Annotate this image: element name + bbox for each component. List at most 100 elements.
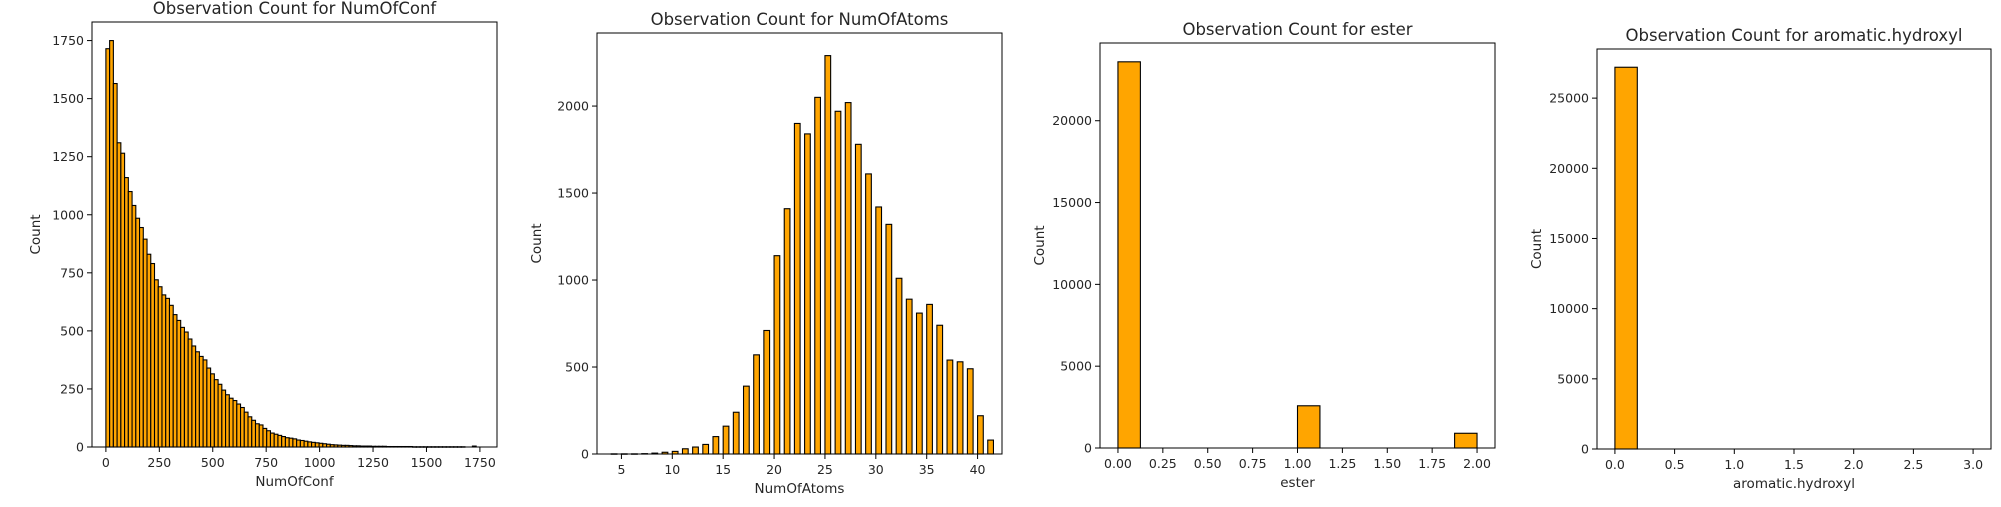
y-tick-label: 1000: [557, 273, 589, 288]
x-tick-label: 2.00: [1463, 456, 1491, 471]
histogram-bar: [228, 397, 234, 448]
x-axis-label: NumOfAtoms: [755, 481, 845, 497]
y-axis-label: Count: [28, 214, 44, 254]
histogram-bar: [977, 415, 984, 455]
histogram-bar: [105, 48, 111, 448]
histogram-bar: [1454, 432, 1478, 449]
histogram-bar: [150, 262, 156, 448]
histogram-bar: [146, 253, 152, 448]
histogram-bar: [116, 142, 122, 448]
histogram-bar: [112, 82, 118, 448]
y-tick-label: 5000: [1060, 359, 1092, 374]
y-tick-label: 20000: [1549, 161, 1589, 176]
histogram-bar: [206, 367, 212, 448]
histogram-bar: [139, 226, 144, 448]
histogram-bar: [314, 442, 320, 448]
x-tick-label: 10: [664, 462, 680, 477]
y-tick-label: 1750: [52, 33, 84, 48]
histogram-bar: [131, 204, 137, 448]
histogram-bar: [773, 255, 781, 455]
histogram-bar: [783, 208, 791, 455]
x-tick-label: 0.00: [1104, 456, 1132, 471]
chart-title: Observation Count for NumOfAtoms: [651, 10, 949, 29]
x-tick-label: 5: [617, 462, 625, 477]
y-tick-label: 250: [60, 381, 84, 396]
histogram-bar: [153, 279, 159, 448]
y-tick-label: 20000: [1052, 113, 1092, 128]
histogram-bar: [288, 437, 294, 448]
histogram-bar: [157, 286, 163, 448]
histogram-bar: [692, 446, 699, 455]
histogram-bar: [763, 329, 771, 455]
y-tick-label: 25000: [1549, 91, 1589, 106]
x-tick-label: 20: [766, 462, 782, 477]
axes-frame: [1099, 42, 1496, 449]
y-tick-label: 1000: [52, 207, 84, 222]
histogram-bar: [722, 425, 730, 455]
histogram-bar: [281, 435, 286, 448]
x-tick-label: 250: [147, 455, 171, 470]
histogram-bar: [109, 40, 114, 448]
y-axis-label: Count: [529, 223, 545, 263]
histogram-bar: [793, 122, 801, 455]
histogram-bar: [243, 411, 249, 448]
histogram-bar: [753, 354, 760, 455]
histogram-panel: 0.0 0.5 1.0 1.5 2.0 2.5 3.0 0 5000 10000 15000 2000…: [1529, 26, 1992, 492]
x-tick-label: 0.5: [1665, 457, 1685, 472]
histogram-bar: [277, 434, 283, 448]
x-axis-label: ester: [1280, 475, 1315, 491]
histogram-panel: 0.00 0.25 0.50 0.75 1.00 1.25 1.50 1.75 2.00 0 500…: [1032, 20, 1496, 491]
x-tick-label: 1.50: [1373, 456, 1401, 471]
histogram-bar: [262, 427, 268, 448]
x-tick-label: 0.25: [1149, 456, 1177, 471]
histogram-bar: [176, 319, 182, 448]
histogram-bar: [183, 331, 189, 448]
histogram-bar: [135, 217, 141, 448]
x-tick-label: 1.00: [1284, 456, 1312, 471]
histogram-bar: [187, 338, 193, 448]
y-tick-label: 750: [60, 265, 84, 280]
histogram-bar: [844, 102, 852, 455]
histogram-bar: [307, 441, 313, 448]
histogram-bar: [172, 314, 178, 448]
histogram-bar: [311, 441, 316, 448]
histogram-bar: [198, 355, 204, 448]
y-tick-label: 500: [565, 360, 589, 375]
x-tick-label: 1250: [357, 455, 389, 470]
chart-title: Observation Count for NumOfConf: [153, 0, 438, 18]
x-tick-label: 40: [970, 462, 986, 477]
histogram-bar: [1614, 66, 1638, 450]
chart-title: Observation Count for aromatic.hydroxyl: [1626, 26, 1963, 45]
y-axis-label: Count: [1529, 229, 1545, 269]
histogram-bar: [905, 298, 913, 455]
x-axis-label: NumOfConf: [255, 474, 334, 490]
histogram-bar: [266, 430, 272, 448]
histogram-bar: [251, 419, 257, 448]
y-tick-label: 500: [60, 323, 84, 338]
y-tick-label: 5000: [1557, 371, 1589, 386]
x-tick-label: 1.0: [1724, 457, 1744, 472]
chart-title: Observation Count for ester: [1182, 20, 1412, 39]
histogram-bar: [814, 96, 822, 455]
histogram-bar: [956, 361, 964, 455]
histogram-bar: [269, 432, 275, 448]
axes-frame: [596, 32, 1003, 455]
histogram-bar: [824, 55, 832, 455]
histogram-bar: [225, 394, 230, 448]
histogram-bar: [165, 297, 171, 448]
y-tick-label: 0: [1084, 441, 1092, 456]
x-tick-label: 1.25: [1328, 456, 1356, 471]
x-tick-label: 1.5: [1784, 457, 1804, 472]
x-tick-label: 1000: [304, 455, 336, 470]
y-axis-label: Count: [1032, 225, 1048, 265]
y-tick-label: 1250: [52, 149, 84, 164]
histogram-bar: [299, 439, 305, 448]
x-tick-label: 1.75: [1418, 456, 1446, 471]
histogram-bar: [273, 433, 279, 448]
histogram-bar: [210, 373, 215, 448]
histogram-bar: [926, 303, 933, 455]
x-tick-label: 3.0: [1963, 457, 1983, 472]
histogram-bar: [1296, 405, 1321, 449]
histogram-bar: [221, 389, 227, 448]
